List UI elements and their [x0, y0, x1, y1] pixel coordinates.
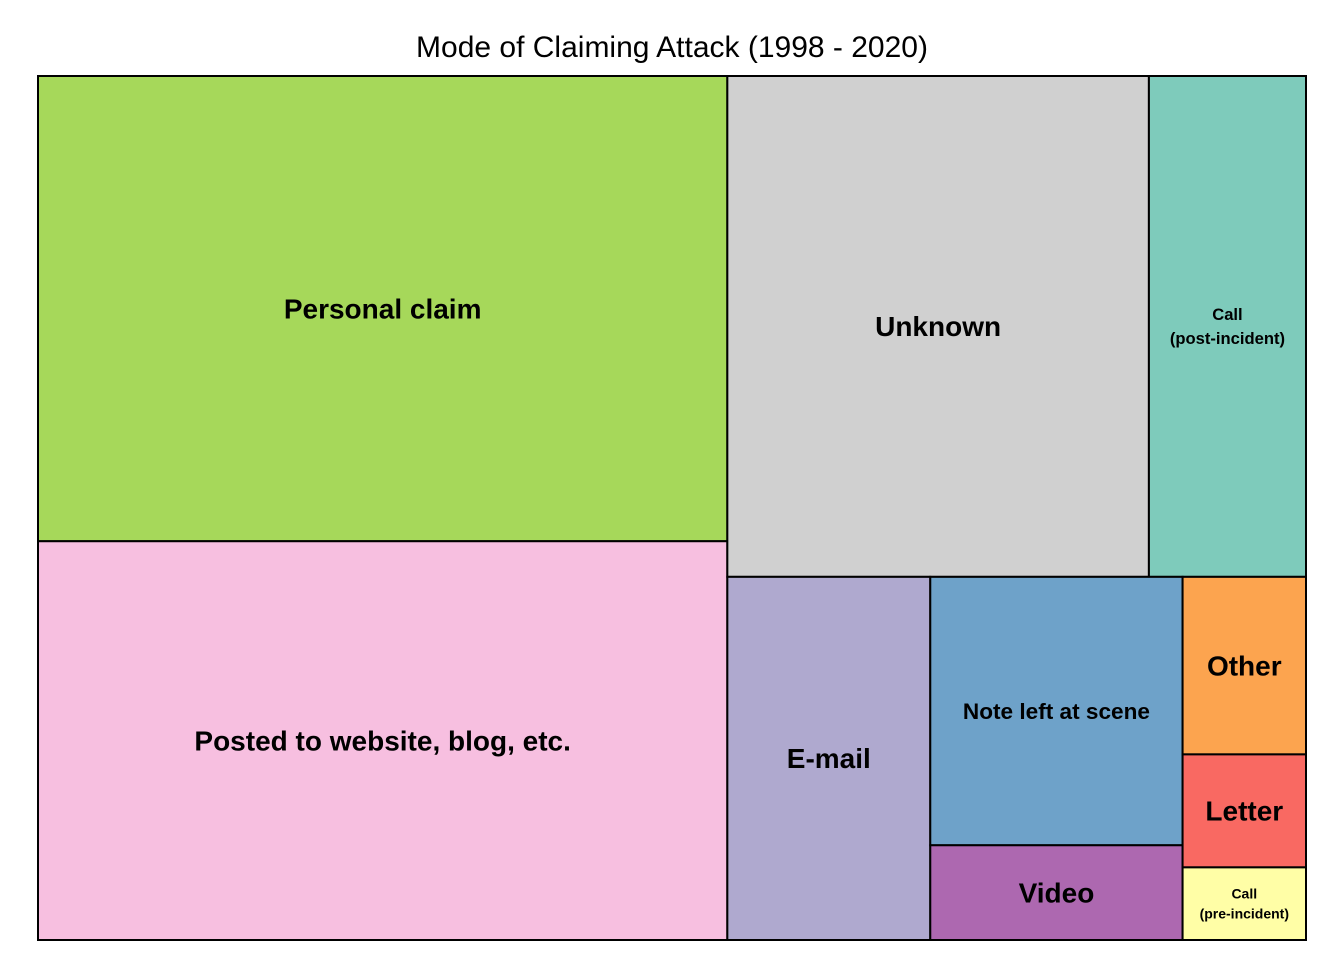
tile-rect [726, 75, 1150, 578]
tile-label: Note left at scene [963, 699, 1150, 724]
tile-label-line: Call [1231, 885, 1257, 901]
tile-call-post-incident: Call (post-incident) [1147, 75, 1308, 578]
tile-label-line: Call [1212, 305, 1242, 324]
tile-label: Other [1207, 650, 1282, 681]
tile-label-line: E-mail [787, 743, 871, 774]
tile-note-left-at-scene: Note left at scene [929, 575, 1184, 847]
tile-label-line: Video [1019, 877, 1095, 908]
tile-label: Unknown [875, 311, 1001, 342]
tile-label-line: Unknown [875, 311, 1001, 342]
tile-letter: Letter [1181, 753, 1307, 869]
tile-call-pre-incident: Call (pre-incident) [1181, 866, 1307, 941]
tile-label-line: (post-incident) [1170, 329, 1285, 348]
tile-label-line: Letter [1205, 796, 1283, 827]
tile-rect [37, 540, 729, 941]
tile-label: Video [1019, 877, 1095, 908]
tile-rect [929, 844, 1184, 941]
tile-other: Other [1181, 575, 1307, 756]
tile-label: Call (pre-incident) [1200, 885, 1289, 921]
tile-label-line: Personal claim [284, 293, 482, 324]
tile-e-mail: E-mail [726, 575, 932, 941]
tile-label: Letter [1205, 796, 1283, 827]
tile-rect [37, 75, 729, 543]
tile-label: Personal claim [284, 293, 482, 324]
tile-label: Call (post-incident) [1170, 305, 1285, 348]
tile-label: Posted to website, blog, etc. [194, 725, 571, 756]
tile-rect [1147, 75, 1308, 578]
tile-unknown: Unknown [726, 75, 1150, 578]
tile-label-line: Other [1207, 650, 1282, 681]
chart-title: Mode of Claiming Attack (1998 - 2020) [416, 31, 928, 64]
tile-label-line: Note left at scene [963, 699, 1150, 724]
tile-personal-claim: Personal claim [37, 75, 729, 543]
tile-video: Video [929, 844, 1184, 941]
tile-label-line: Posted to website, blog, etc. [194, 725, 571, 756]
tile-rect [929, 575, 1184, 847]
tile-label-line: (pre-incident) [1200, 906, 1289, 922]
tile-posted-to-website-blog-etc: Posted to website, blog, etc. [37, 540, 729, 941]
tile-label: E-mail [787, 743, 871, 774]
tile-rect [1181, 866, 1307, 941]
